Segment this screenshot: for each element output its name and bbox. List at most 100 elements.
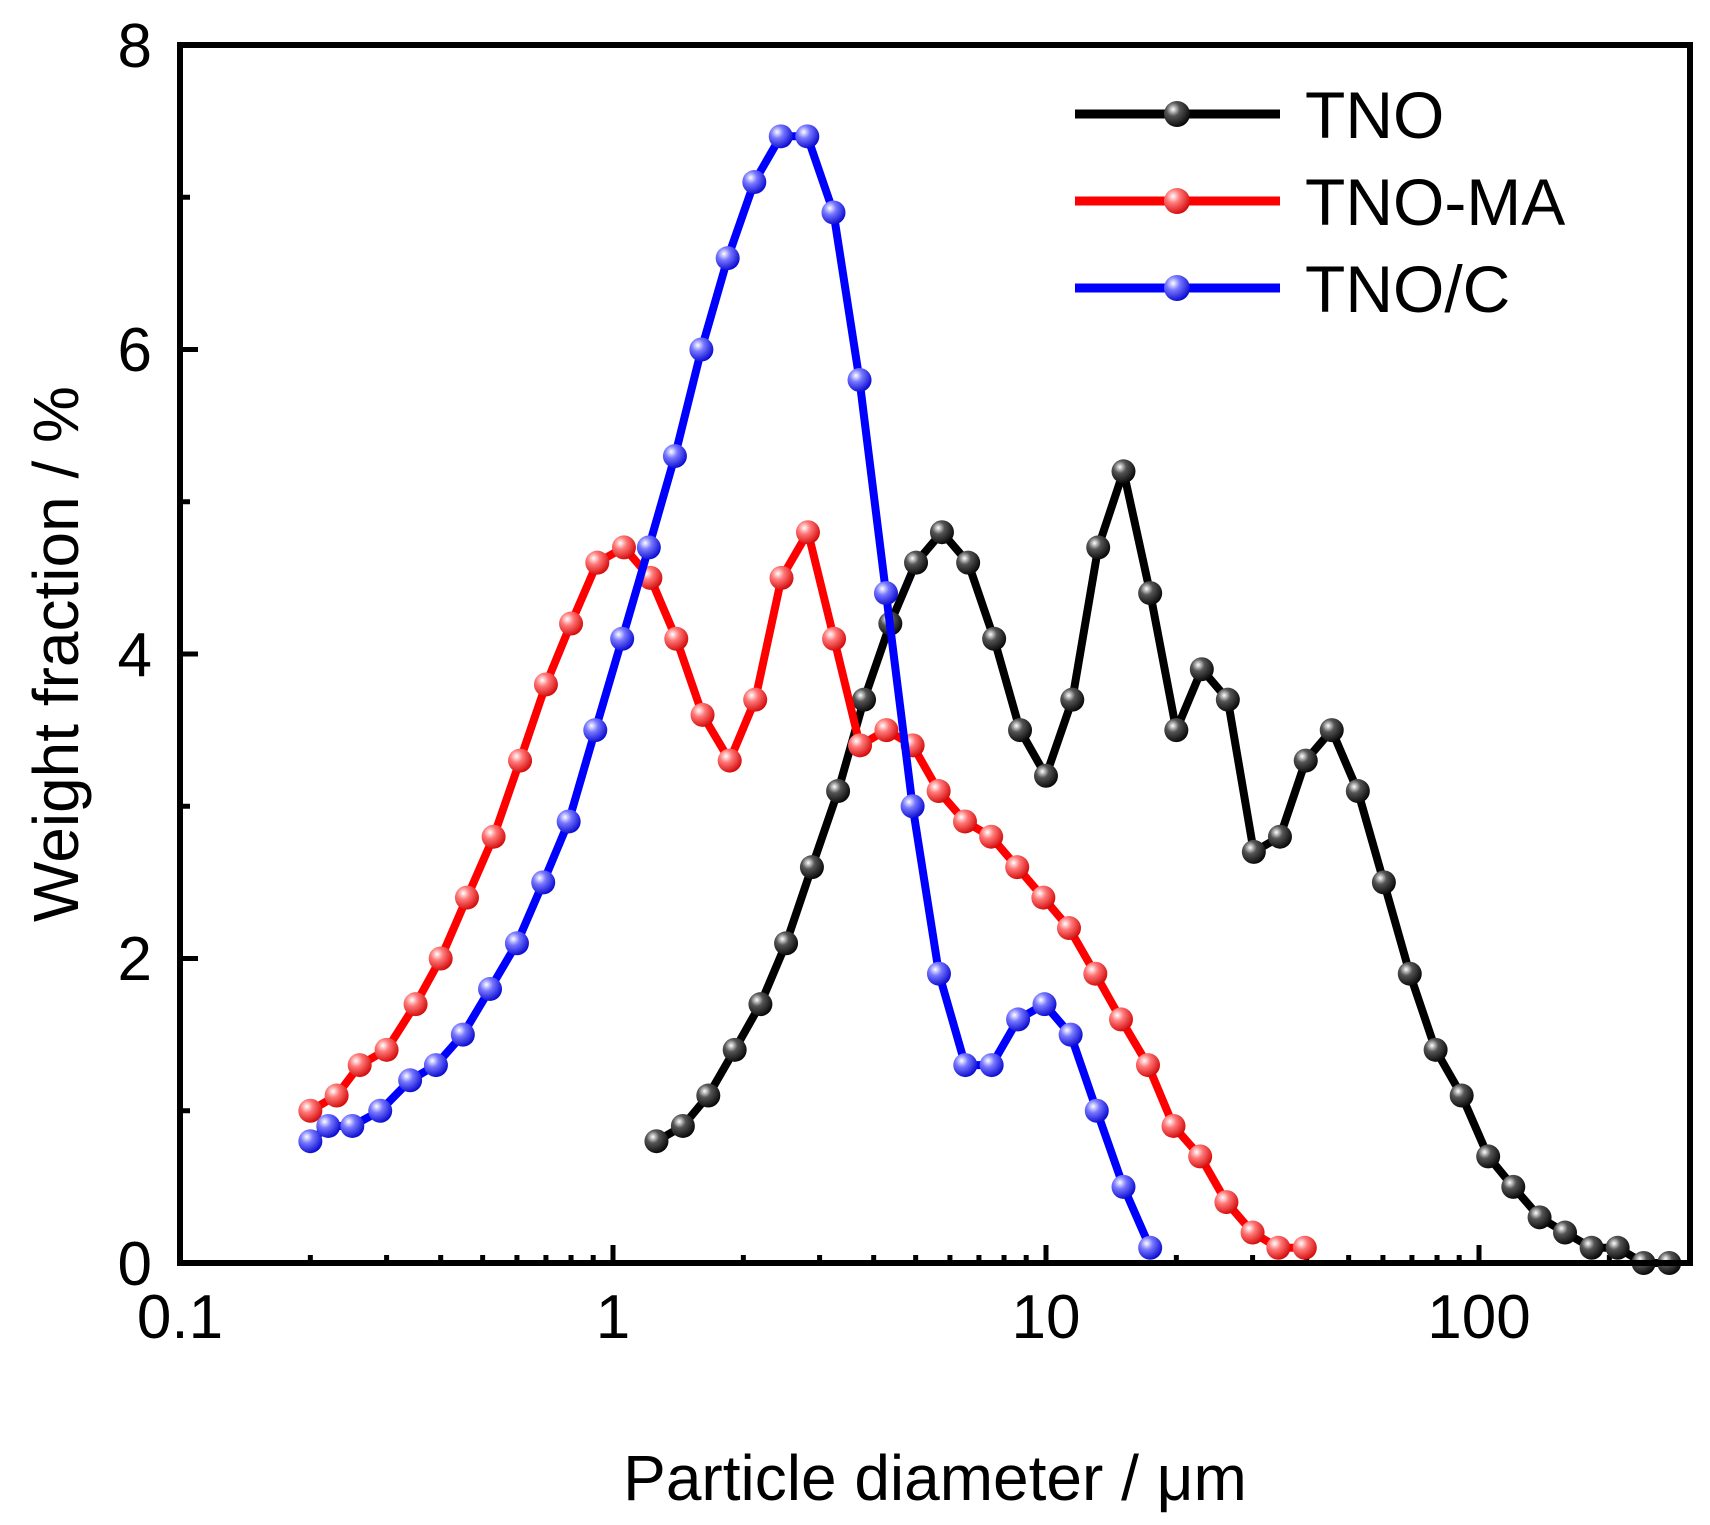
data-point-tno	[1527, 1205, 1552, 1230]
data-point-tno-c	[1032, 992, 1057, 1017]
data-point-tno-ma	[1083, 961, 1108, 986]
x-tick-label: 100	[1427, 1283, 1530, 1352]
data-point-tno-ma	[533, 672, 558, 697]
data-point-tno-ma	[952, 809, 977, 834]
axis-major-ticks	[177, 42, 1482, 1266]
series-line-tno	[654, 467, 1670, 1267]
data-point-tno-ma	[926, 779, 951, 804]
data-point-tno	[1086, 535, 1111, 560]
data-point-tno	[982, 626, 1007, 651]
data-point-tno-c	[636, 535, 661, 560]
data-point-tno-c	[662, 444, 687, 469]
data-point-tno	[1423, 1037, 1448, 1062]
data-point-tno	[1111, 459, 1136, 484]
x-tick-label: 1	[596, 1283, 630, 1352]
data-point-tno-ma	[324, 1083, 349, 1108]
data-point-tno-c	[953, 1053, 978, 1078]
data-point-tno	[1034, 763, 1058, 788]
y-tick-label: 8	[118, 12, 152, 81]
data-point-tno-c	[504, 931, 529, 956]
y-tick-label: 4	[118, 621, 152, 690]
data-point-tno	[1605, 1235, 1630, 1260]
legend: TNO TNO-MA TNO/C	[1075, 78, 1565, 326]
data-point-tno-c	[531, 870, 556, 895]
data-point-tno-c	[368, 1098, 393, 1123]
series-layer	[298, 124, 1682, 1275]
x-tick-label: 10	[1012, 1283, 1081, 1352]
legend-label-tno-ma: TNO-MA	[1305, 165, 1565, 239]
data-point-tno-ma	[508, 748, 533, 773]
data-point-tno-ma	[979, 824, 1004, 849]
data-point-tno	[670, 1113, 695, 1138]
data-point-tno	[1553, 1220, 1578, 1245]
y-tick-labels: 0 2 4 6 8	[118, 12, 152, 1299]
legend-item-tno-c: TNO/C	[1075, 252, 1510, 326]
data-point-tno	[1449, 1083, 1474, 1108]
data-point-tno-ma	[822, 626, 847, 651]
data-point-tno-ma	[374, 1037, 399, 1062]
data-point-tno	[1476, 1144, 1501, 1169]
data-point-tno-ma	[559, 611, 584, 636]
data-point-tno	[852, 687, 877, 712]
data-point-tno-c	[926, 961, 951, 986]
data-point-tno	[1371, 870, 1396, 895]
data-point-tno-ma	[1056, 916, 1081, 941]
data-point-tno-c	[795, 124, 820, 149]
data-point-tno	[644, 1129, 669, 1154]
data-point-tno-ma	[1188, 1144, 1213, 1169]
data-point-tno	[774, 931, 799, 956]
data-point-tno-ma	[1005, 855, 1030, 880]
data-point-tno-c	[1138, 1235, 1163, 1260]
data-point-tno-ma	[481, 824, 506, 849]
data-point-tno-c	[900, 794, 925, 819]
data-point-tno-c	[979, 1053, 1004, 1078]
data-point-tno	[1293, 748, 1318, 773]
legend-label-tno: TNO	[1305, 78, 1444, 152]
data-point-tno-ma	[1240, 1220, 1265, 1245]
data-point-tno-c	[1111, 1174, 1136, 1199]
data-point-tno-c	[610, 626, 635, 651]
data-point-tno-ma	[403, 992, 428, 1017]
data-point-tno-ma	[717, 748, 742, 773]
data-point-tno	[1501, 1174, 1526, 1199]
legend-item-tno-ma: TNO-MA	[1075, 165, 1565, 239]
data-point-tno	[956, 550, 981, 575]
data-point-tno-ma	[1031, 885, 1056, 910]
data-point-tno-c	[1084, 1098, 1109, 1123]
data-point-tno-c	[742, 170, 767, 195]
x-axis-title: Particle diameter / μm	[623, 1442, 1247, 1514]
data-point-tno-c	[715, 246, 740, 271]
x-tick-labels: 0.1 1 10 100	[137, 1283, 1531, 1352]
data-point-tno	[1267, 824, 1292, 849]
data-point-tno-ma	[1135, 1053, 1160, 1078]
data-point-tno-ma	[1108, 1007, 1133, 1032]
y-tick-label: 0	[118, 1230, 152, 1299]
data-point-tno-c	[768, 124, 793, 149]
data-point-tno	[1397, 961, 1422, 986]
data-point-tno-c	[821, 200, 846, 225]
data-point-tno	[1008, 718, 1033, 743]
y-tick-label: 6	[118, 316, 152, 385]
legend-label-tno-c: TNO/C	[1305, 252, 1510, 326]
data-point-tno	[1241, 839, 1266, 864]
data-point-tno	[929, 520, 954, 545]
data-point-tno-ma	[848, 733, 873, 758]
data-point-tno	[1345, 779, 1370, 804]
data-point-tno-c	[316, 1113, 341, 1138]
data-point-tno-ma	[1266, 1235, 1291, 1260]
y-tick-label: 2	[118, 925, 152, 994]
data-point-tno-ma	[585, 550, 610, 575]
x-tick-label: 0.1	[137, 1283, 223, 1352]
data-point-tno-c	[873, 581, 898, 606]
data-point-tno-ma	[743, 687, 768, 712]
series-tno	[644, 459, 1682, 1275]
data-point-tno	[1579, 1235, 1604, 1260]
series-tno-c	[298, 124, 1163, 1260]
legend-item-tno: TNO	[1075, 78, 1444, 152]
data-point-tno-ma	[769, 565, 794, 590]
data-point-tno	[1060, 687, 1085, 712]
data-point-tno	[826, 779, 851, 804]
data-point-tno-c	[847, 367, 872, 392]
data-point-tno-ma	[1292, 1235, 1317, 1260]
data-point-tno	[696, 1083, 721, 1108]
